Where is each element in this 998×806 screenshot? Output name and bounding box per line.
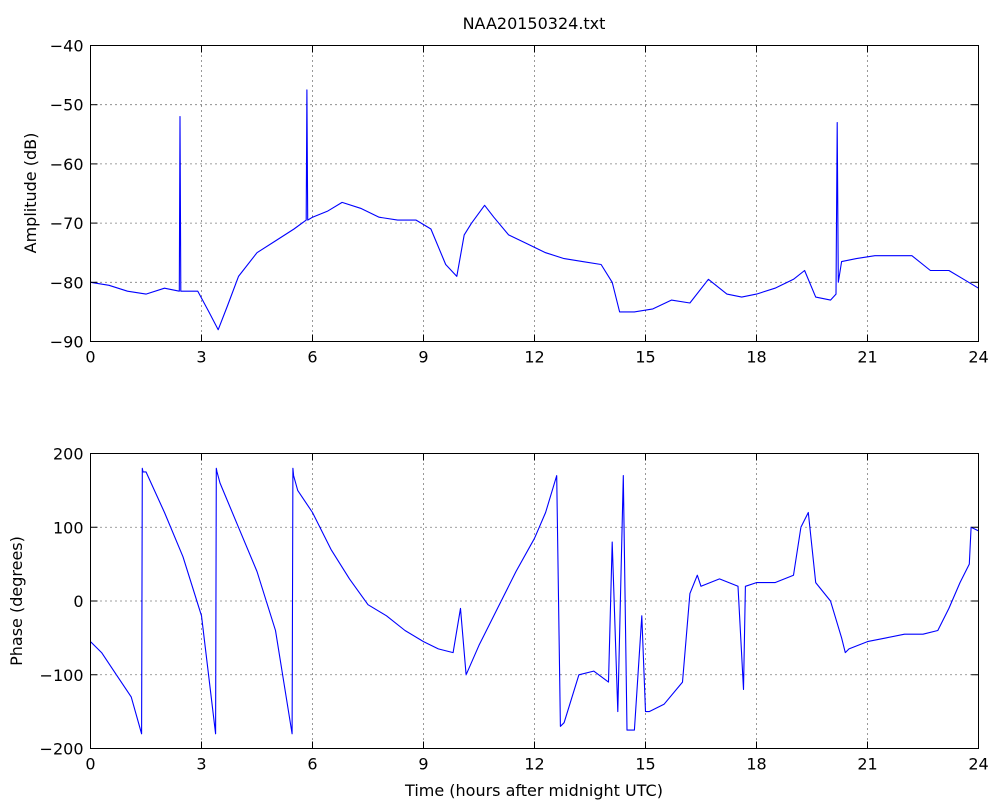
phase-y-axis-label: Phase (degrees) <box>7 536 26 666</box>
amplitude-x-tick-label: 24 <box>968 348 988 367</box>
amplitude-y-tick-label: −80 <box>50 273 84 292</box>
amplitude-axes-frame <box>90 45 979 342</box>
amplitude-x-tick-label: 0 <box>85 348 95 367</box>
amplitude-x-tick-label: 18 <box>746 348 766 367</box>
phase-y-tick-label: −100 <box>40 666 84 685</box>
phase-x-tick-label: 18 <box>746 755 766 774</box>
phase-y-tick-label: −200 <box>40 740 84 759</box>
amplitude-chart: NAA20150324.txt 0 3 6 9 12 15 18 21 24 −90 −80 −70 −… <box>21 14 989 367</box>
phase-x-tick-label: 0 <box>85 755 95 774</box>
amplitude-x-tick-label: 21 <box>857 348 877 367</box>
phase-x-tick-label: 6 <box>307 755 317 774</box>
phase-x-tick-label: 15 <box>635 755 655 774</box>
phase-y-tick-label: 200 <box>53 445 84 464</box>
amplitude-grid <box>90 45 979 342</box>
amplitude-x-tick-label: 6 <box>307 348 317 367</box>
phase-x-tick-label: 9 <box>418 755 428 774</box>
phase-x-tick-label: 3 <box>196 755 206 774</box>
amplitude-x-tick-label: 3 <box>196 348 206 367</box>
phase-ticks: 0 3 6 9 12 15 18 21 24 −200 −100 0 100 200 <box>40 445 989 774</box>
phase-x-tick-label: 21 <box>857 755 877 774</box>
phase-series <box>90 467 979 735</box>
amplitude-y-tick-label: −90 <box>50 333 84 352</box>
phase-x-tick-label: 24 <box>968 755 988 774</box>
phase-x-axis-label: Time (hours after midnight UTC) <box>404 781 663 800</box>
phase-chart: 0 3 6 9 12 15 18 21 24 −200 −100 0 100 200 Phase (deg… <box>7 445 989 801</box>
amplitude-y-tick-label: −50 <box>50 96 84 115</box>
amplitude-ticks: 0 3 6 9 12 15 18 21 24 −90 −80 −70 −60 −50 −40 <box>50 37 989 367</box>
phase-grid <box>90 453 979 749</box>
amplitude-y-axis-label: Amplitude (dB) <box>21 133 40 254</box>
phase-x-tick-label: 12 <box>524 755 544 774</box>
amplitude-series-line <box>90 89 979 331</box>
phase-y-tick-label: 0 <box>73 592 83 611</box>
amplitude-series <box>90 89 979 331</box>
amplitude-x-tick-label: 15 <box>635 348 655 367</box>
chart-title: NAA20150324.txt <box>463 14 606 33</box>
amplitude-y-tick-label: −40 <box>50 37 84 56</box>
amplitude-y-tick-label: −70 <box>50 214 84 233</box>
phase-y-tick-label: 100 <box>53 518 84 537</box>
amplitude-x-tick-label: 9 <box>418 348 428 367</box>
amplitude-x-tick-label: 12 <box>524 348 544 367</box>
phase-series-line <box>90 467 979 735</box>
amplitude-y-tick-label: −60 <box>50 155 84 174</box>
